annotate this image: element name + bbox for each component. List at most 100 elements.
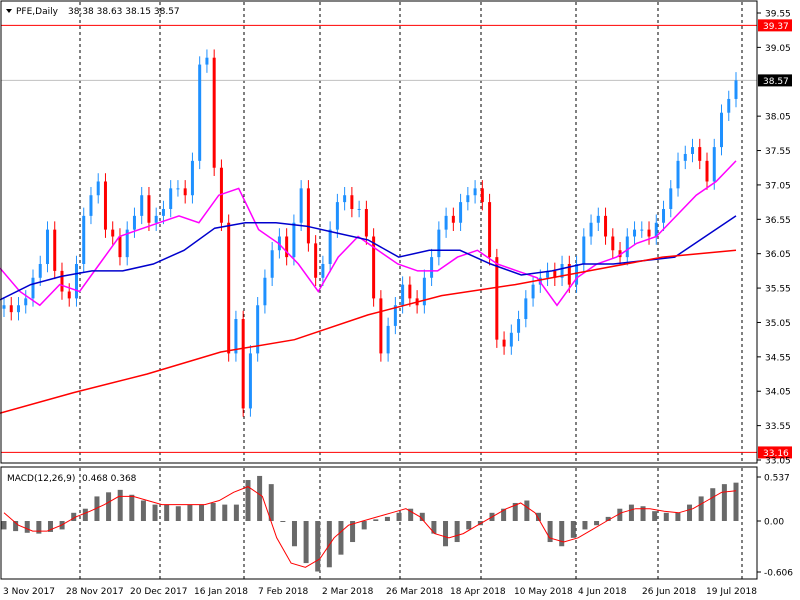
macd-histogram-bar: [257, 475, 263, 521]
moving-averages: [0, 160, 737, 414]
macd-histogram-bar: [628, 504, 634, 521]
macd-histogram-bar: [175, 506, 181, 521]
candle-body: [321, 264, 325, 278]
candle-body: [248, 353, 252, 409]
macd-histogram-bar: [582, 521, 588, 530]
price-tick-label: 35.05: [765, 319, 791, 329]
candle-body: [227, 222, 231, 354]
candle-body: [24, 298, 28, 306]
macd-histogram-bar: [466, 521, 472, 530]
candle-body: [698, 147, 702, 161]
macd-histogram-bar: [652, 511, 658, 521]
macd-histogram-bar: [663, 512, 669, 521]
candle-body: [553, 270, 557, 278]
macd-histogram-bar: [210, 502, 216, 521]
candle-body: [357, 208, 361, 210]
candle-body: [234, 319, 238, 354]
candle-body: [241, 319, 245, 409]
candle-body: [38, 264, 42, 278]
macd-histogram-bar: [268, 484, 274, 521]
time-axis: 3 Nov 2017 28 Nov 2017 20 Dec 2017 16 Jan 2…: [3, 587, 757, 597]
macd-histogram-bar: [117, 489, 123, 521]
macd-histogram-bar: [419, 512, 425, 521]
macd-values: 0.468 0.368: [82, 474, 137, 484]
horizontal-lines: [1, 24, 757, 453]
macd-histogram-bar: [71, 512, 77, 521]
price-tick-label: 37.55: [765, 147, 791, 157]
candle-body: [154, 215, 158, 223]
candle-body: [524, 298, 528, 320]
candle-body: [31, 277, 35, 299]
macd-tick-label: 0.537: [764, 474, 790, 484]
candle-body: [118, 236, 122, 258]
macd-histogram-bar: [594, 521, 600, 526]
candle-body: [430, 257, 434, 278]
macd-histogram-bar: [129, 494, 135, 521]
candle-body: [560, 264, 564, 278]
price-tick-label: 35.55: [765, 285, 791, 295]
candle-body: [720, 112, 724, 148]
chart-header: PFE,Daily 38.38 38.63 38.15 38.57: [6, 7, 180, 17]
candle-body: [654, 222, 658, 237]
macd-panel-frame: [0, 466, 758, 580]
date-tick-label: 3 Nov 2017: [3, 587, 55, 597]
candle-body: [350, 195, 354, 209]
candle-body: [662, 208, 666, 223]
candle-body: [488, 202, 492, 258]
candle-body: [589, 222, 593, 237]
candle-body: [618, 250, 622, 258]
candle-body: [89, 195, 93, 216]
price-axis: 39.37 33.16 38.57 39.55 39.05 38.05 37.55 37.05…: [757, 10, 792, 467]
candle-body: [335, 202, 339, 230]
candle-body: [517, 319, 521, 333]
candle-body: [2, 305, 6, 309]
candle-body: [531, 284, 535, 299]
candle-body: [299, 188, 303, 223]
candle-body: [676, 160, 680, 189]
macd-histogram-bar: [1, 521, 7, 530]
candle-body: [111, 229, 115, 237]
candle-body: [219, 167, 223, 223]
date-tick-label: 10 May 2018: [514, 587, 573, 597]
candle-body: [147, 195, 151, 223]
macd-label: MACD(12,26,9): [7, 474, 75, 484]
macd-header: MACD(12,26,9) 0.468 0.368: [7, 474, 137, 484]
level-price-label: 39.37: [763, 22, 789, 32]
dropdown-triangle-icon[interactable]: [6, 9, 12, 13]
macd-histogram-bar: [350, 521, 356, 543]
macd-histogram-bar: [199, 504, 205, 521]
macd-histogram-bar: [36, 521, 42, 534]
candle-body: [444, 215, 448, 230]
macd-tick-label: 0.00: [764, 518, 784, 528]
candle-body: [727, 98, 731, 113]
macd-histogram-bar: [559, 521, 565, 547]
macd-histogram-bar: [443, 521, 449, 547]
date-tick-label: 26 Mar 2018: [386, 587, 443, 597]
candle-body: [285, 236, 289, 258]
macd-histogram-bar: [291, 521, 297, 547]
macd-panel: [1, 475, 739, 572]
macd-histogram-bar: [280, 521, 286, 522]
date-tick-label: 18 Apr 2018: [450, 587, 506, 597]
price-tick-label: 33.55: [765, 422, 791, 432]
candle-body: [292, 222, 296, 258]
macd-histogram-bar: [164, 504, 170, 521]
macd-histogram-bar: [501, 508, 507, 521]
price-tick-label: 39.05: [765, 44, 791, 54]
date-tick-label: 26 Jun 2018: [642, 587, 696, 597]
candle-body: [140, 195, 144, 216]
candle-body: [669, 188, 673, 209]
moving-average-line: [0, 249, 737, 414]
candle-body: [647, 229, 651, 237]
candle-body: [582, 236, 586, 265]
ohlc-values: 38.38 38.63 38.15 38.57: [68, 7, 180, 17]
candle-body: [74, 264, 78, 299]
candle-body: [205, 57, 209, 65]
candle-body: [161, 208, 165, 216]
candle-body: [60, 270, 64, 292]
price-tick-label: 39.55: [765, 10, 791, 20]
macd-histogram-bar: [675, 512, 681, 521]
price-tick-label: 33.05: [765, 457, 791, 467]
macd-histogram-bar: [547, 521, 553, 543]
candle-body: [451, 215, 455, 223]
